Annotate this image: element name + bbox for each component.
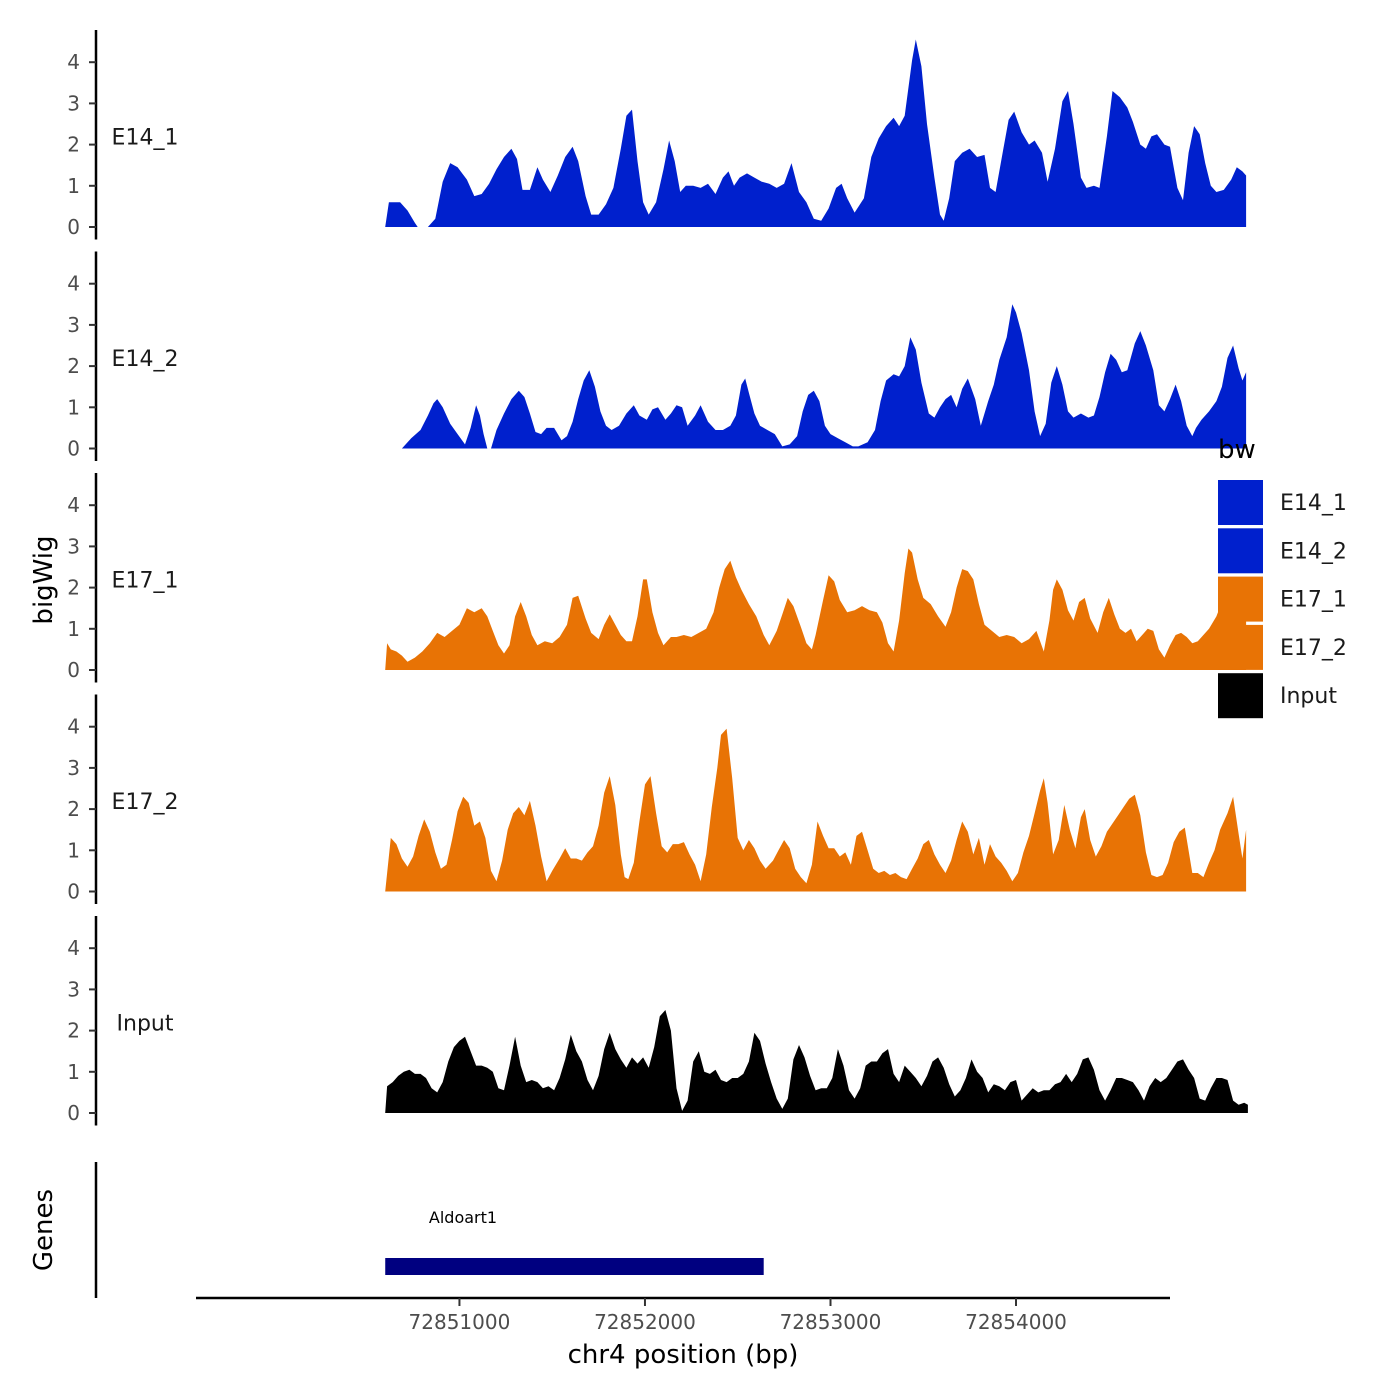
y-tick-label: 4 [67, 936, 80, 960]
legend-swatch-input [1218, 673, 1263, 719]
y-tick-label: 1 [67, 174, 80, 198]
y-tick-label: 4 [67, 493, 80, 517]
track-label-e14-1: E14_1 [112, 125, 179, 150]
legend-label-input: Input [1280, 684, 1337, 709]
legend-title: bw [1218, 435, 1256, 465]
x-tick-label: 72852000 [594, 1310, 696, 1334]
gene-bar-aldoart1 [385, 1258, 764, 1275]
y-tick-label: 2 [67, 133, 80, 157]
track-panel-e17-1: 0 1 2 3 4 E17_1 [67, 473, 1247, 683]
x-tick-label: 72853000 [780, 1310, 882, 1334]
y-tick-label: 2 [67, 1019, 80, 1043]
y-tick-label: 0 [67, 880, 80, 904]
y-tick-label: 3 [67, 91, 80, 115]
x-axis: 72851000 72852000 72853000 72854000 chr4 po… [196, 1296, 1170, 1370]
y-tick-label: 2 [67, 576, 80, 600]
signal-area-input [385, 1010, 1248, 1113]
track-label-e17-2: E17_2 [112, 790, 179, 815]
y-tick-label: 4 [67, 50, 80, 74]
legend-items: E14_1 E14_2 E17_1 E17_2 Input [1218, 480, 1347, 719]
signal-area-e14-1 [385, 39, 1247, 227]
x-tick-label: 72854000 [965, 1310, 1067, 1334]
y-axis-title: bigWig [29, 535, 59, 624]
signal-area-e14-2 [401, 304, 1247, 449]
gene-features: Aldoart1 [385, 1208, 764, 1275]
legend-swatch-e14-2 [1218, 528, 1263, 574]
signal-tracks: 0 1 2 3 4 E14_1 0 1 2 3 4 E14_2 0 1 2 3 4 E17_1 0 1 2 3 4 E17_2… [67, 30, 1248, 1126]
legend-label-e17-2: E17_2 [1280, 636, 1347, 661]
legend-label-e14-2: E14_2 [1280, 539, 1347, 564]
legend-swatch-e14-1 [1218, 480, 1263, 525]
y-tick-label: 3 [67, 534, 80, 558]
signal-area-e17-2 [385, 728, 1247, 892]
track-label-e17-1: E17_1 [112, 568, 179, 593]
legend-swatch-e17-2 [1218, 624, 1263, 670]
track-panel-e14-2: 0 1 2 3 4 E14_2 [67, 251, 1247, 461]
y-tick-label: 2 [67, 797, 80, 821]
y-tick-label: 1 [67, 617, 80, 641]
y-tick-label: 1 [67, 395, 80, 419]
legend: bw E14_1 E14_2 E17_1 E17_2 Input [1218, 435, 1347, 719]
track-panel-e14-1: 0 1 2 3 4 E14_1 [67, 30, 1247, 240]
track-panel-input: 0 1 2 3 4 Input [67, 916, 1248, 1126]
x-tick-label: 72851000 [409, 1310, 511, 1334]
x-axis-title: chr4 position (bp) [568, 1340, 799, 1370]
gene-name-aldoart1: Aldoart1 [429, 1208, 497, 1227]
y-tick-label: 1 [67, 838, 80, 862]
y-tick-label: 4 [67, 715, 80, 739]
y-tick-label: 3 [67, 313, 80, 337]
signal-area-e17-1 [385, 548, 1247, 670]
y-tick-label: 0 [67, 658, 80, 682]
x-axis-ticks: 72851000 72852000 72853000 72854000 [409, 1298, 1067, 1334]
gene-track-panel: Genes Aldoart1 [29, 1162, 764, 1298]
y-tick-label: 0 [67, 437, 80, 461]
y-tick-label: 3 [67, 977, 80, 1001]
y-tick-label: 4 [67, 272, 80, 296]
legend-label-e17-1: E17_1 [1280, 588, 1347, 613]
y-tick-label: 3 [67, 756, 80, 780]
track-panel-e17-2: 0 1 2 3 4 E17_2 [67, 694, 1247, 904]
track-label-e14-2: E14_2 [112, 347, 179, 372]
y-tick-label: 1 [67, 1060, 80, 1084]
legend-label-e14-1: E14_1 [1280, 491, 1347, 516]
y-tick-label: 0 [67, 1101, 80, 1125]
legend-swatch-e17-1 [1218, 576, 1263, 622]
gene-track-label: Genes [29, 1189, 59, 1271]
y-tick-label: 2 [67, 354, 80, 378]
track-label-input: Input [117, 1011, 174, 1036]
y-tick-label: 0 [67, 215, 80, 239]
